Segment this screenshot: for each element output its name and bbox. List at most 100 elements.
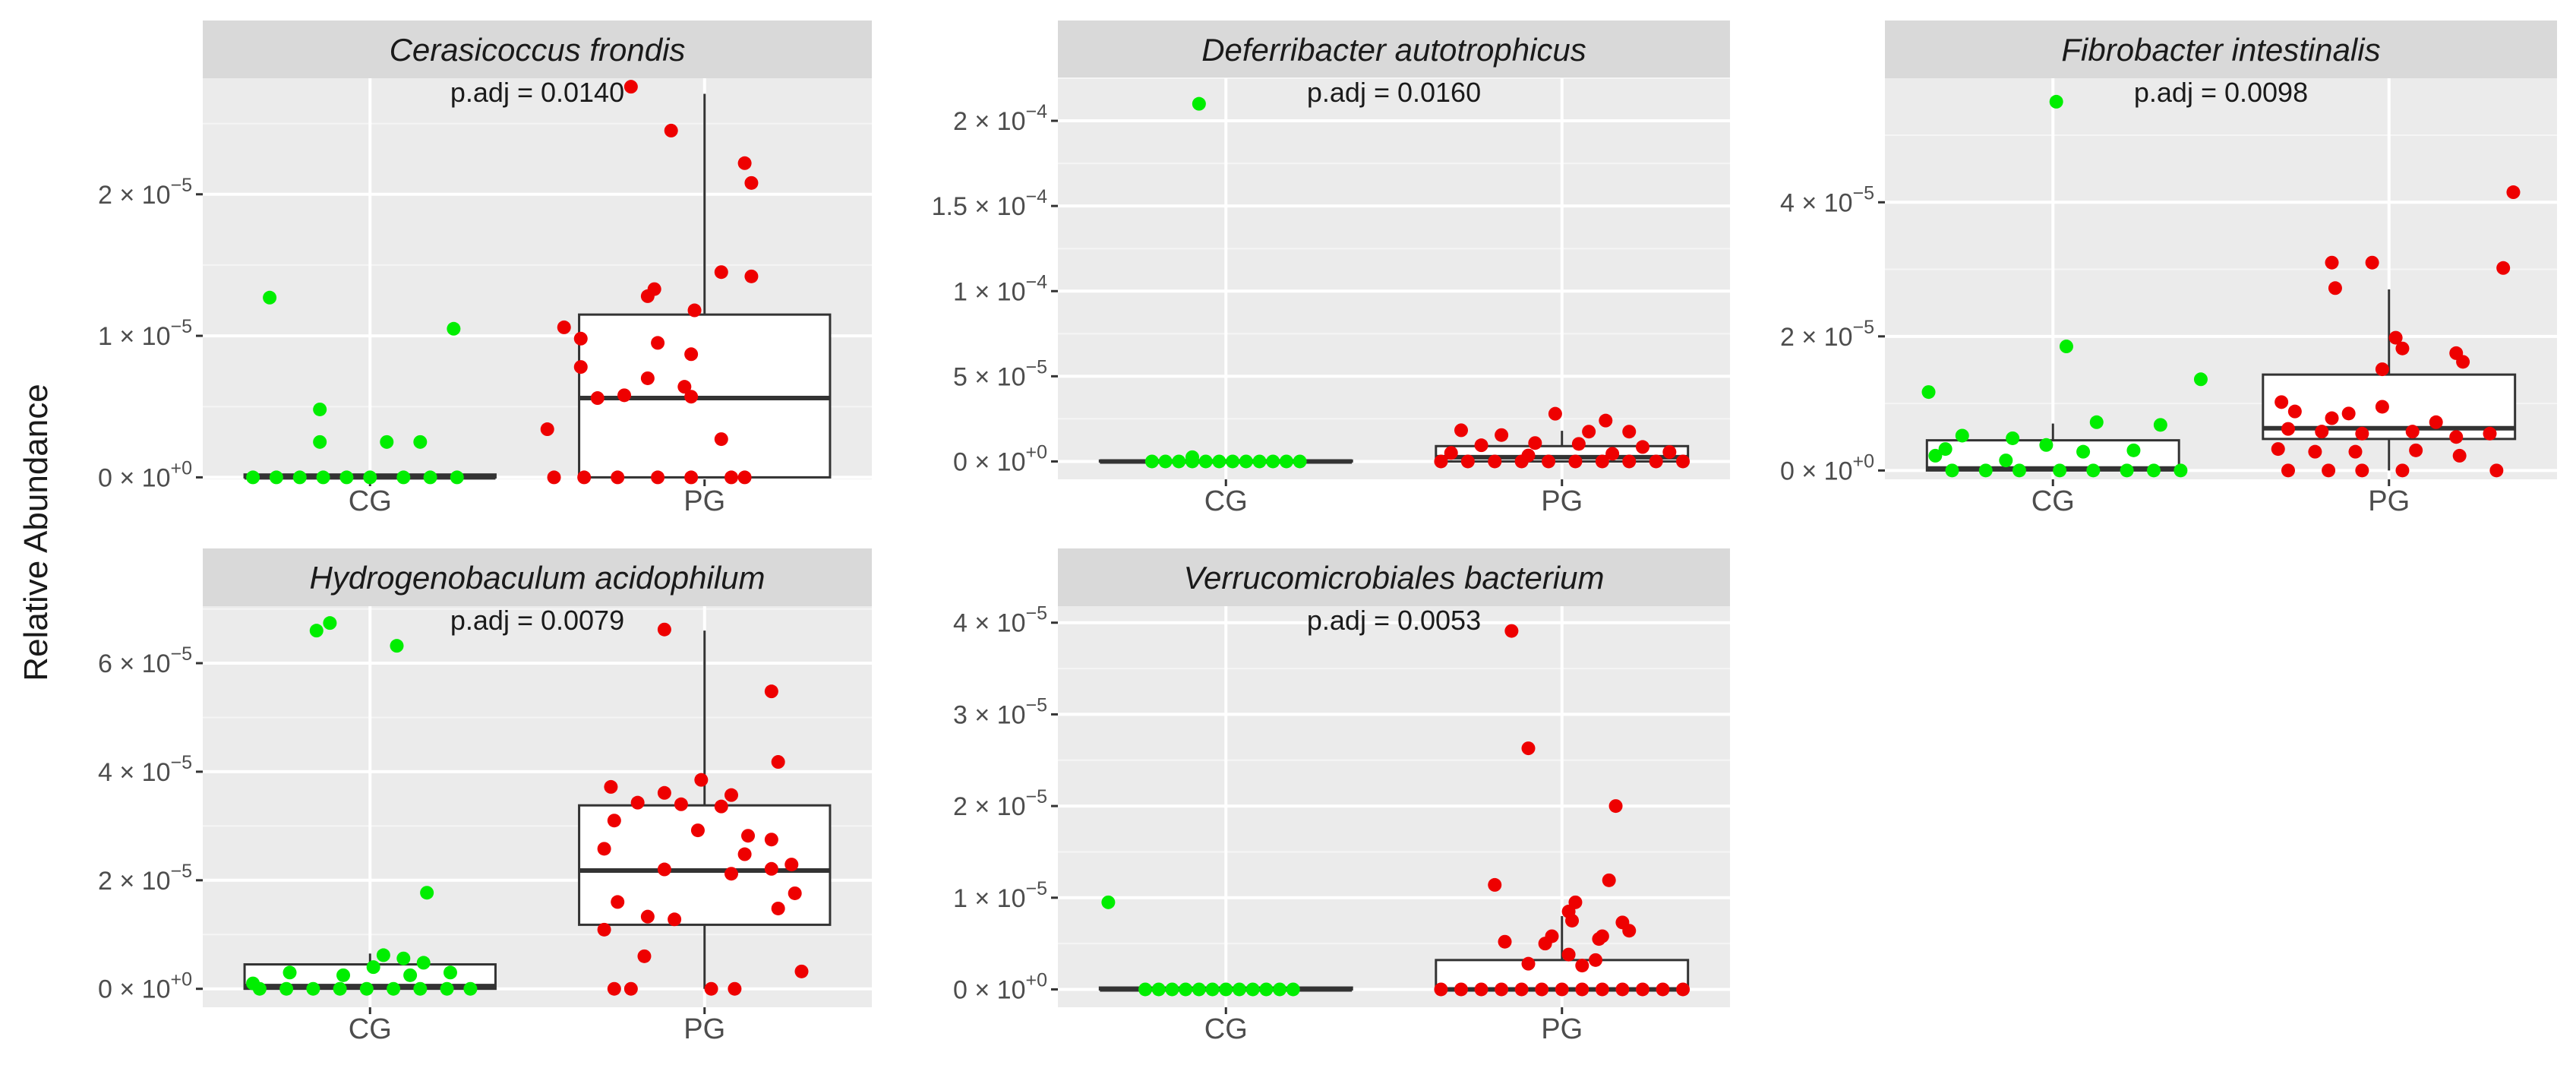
data-point-cg [2193,372,2208,387]
data-point-pg [744,269,759,283]
facet-panel: Deferribacter autotrophicus 0 × 10+0 5 × 1… [932,21,1730,517]
y-tick-label: 0 × 10+0 [98,457,192,492]
data-point-pg [2275,395,2289,409]
data-point-pg [1495,428,1509,442]
data-point-cg [1239,454,1253,469]
y-tick-label: 1 × 10−5 [953,878,1047,913]
data-point-cg [316,470,330,485]
data-point-cg [1192,96,1206,111]
data-point-cg [313,435,327,449]
y-tick-label: 2 × 10−5 [1780,317,1874,352]
data-point-pg [2355,463,2369,478]
data-point-pg [2341,406,2356,421]
data-point-pg [1615,982,1630,997]
data-point-cg [443,965,457,980]
data-point-pg [684,390,699,404]
data-point-cg [1219,982,1233,997]
data-point-cg [423,470,437,485]
data-point-pg [1649,454,1663,469]
data-point-pg [2375,362,2389,377]
data-point-pg [1521,956,1536,971]
data-point-pg [2409,443,2423,457]
data-point-pg [1504,624,1519,638]
data-point-pg [764,684,778,699]
data-point-pg [637,949,652,963]
y-tick-label: 2 × 10−4 [953,101,1047,136]
data-point-pg [1582,425,1596,439]
data-point-pg [1454,423,1468,438]
data-point-pg [744,175,759,190]
data-point-pg [724,470,738,485]
data-point-pg [1521,741,1536,756]
y-tick-label: 0 × 10+0 [953,969,1047,1004]
data-point-pg [2489,463,2504,478]
x-tick-label: CG [1204,485,1248,517]
data-point-pg [1676,454,1690,469]
data-point-cg [1252,454,1267,469]
data-point-pg [714,265,728,280]
data-point-cg [1198,454,1213,469]
data-point-pg [617,388,632,403]
data-point-cg [1279,454,1293,469]
data-point-pg [2322,463,2336,478]
data-point-cg [1205,982,1220,997]
data-point-pg [1571,437,1586,451]
data-point-pg [687,303,702,318]
p-adj-annotation: p.adj = 0.0053 [1307,605,1481,636]
data-point-pg [2429,415,2443,429]
data-point-cg [2012,463,2026,478]
data-point-cg [2053,463,2067,478]
data-point-cg [2089,415,2104,429]
data-point-pg [557,320,571,334]
data-point-cg [1259,982,1274,997]
data-point-pg [1635,982,1649,997]
data-point-cg [1192,982,1206,997]
data-point-pg [737,156,752,170]
data-point-cg [413,981,428,996]
data-point-cg [339,470,354,485]
data-point-cg [1955,428,1969,443]
data-point-cg [306,981,320,996]
data-point-pg [2328,281,2342,295]
data-point-cg [2120,463,2134,478]
x-tick-label: PG [683,1013,725,1045]
data-point-cg [1165,982,1179,997]
data-point-cg [283,965,297,980]
p-adj-annotation: p.adj = 0.0160 [1307,77,1481,108]
data-point-cg [440,981,454,996]
data-point-pg [684,470,699,485]
data-point-pg [2388,330,2403,345]
data-point-pg [604,779,618,794]
data-point-pg [540,422,554,437]
panel-background [1058,78,1730,479]
data-point-cg [359,981,374,996]
data-point-pg [1454,982,1468,997]
data-point-pg [1622,924,1637,938]
data-point-cg [292,470,307,485]
data-point-pg [2496,261,2511,275]
data-point-pg [2405,425,2420,439]
data-point-pg [1555,982,1569,997]
facet-strip [1058,21,1730,78]
data-point-cg [2126,443,2141,457]
data-point-cg [403,968,418,982]
facet-panels: Cerasicoccus frondis 0 × 10+0 1 × 10−5 2 × … [98,21,2557,1045]
y-tick-label: 3 × 10−5 [953,694,1047,729]
data-point-pg [640,371,655,385]
y-axis-label: Relative Abundance [17,384,55,681]
data-point-pg [737,470,752,485]
data-point-cg [1158,454,1173,469]
data-point-pg [728,981,742,996]
facet-title: Deferribacter autotrophicus [1201,32,1586,68]
data-point-pg [2308,444,2322,459]
data-point-pg [2395,341,2410,356]
facet-strip [203,548,872,606]
data-point-pg [1575,982,1589,997]
box-pg [2262,289,2517,471]
facet-title: Cerasicoccus frondis [390,32,686,68]
data-point-pg [2395,463,2410,478]
data-point-pg [1608,799,1623,814]
data-point-pg [1542,454,1556,469]
data-point-cg [1945,463,1959,478]
data-point-pg [1488,454,1502,469]
